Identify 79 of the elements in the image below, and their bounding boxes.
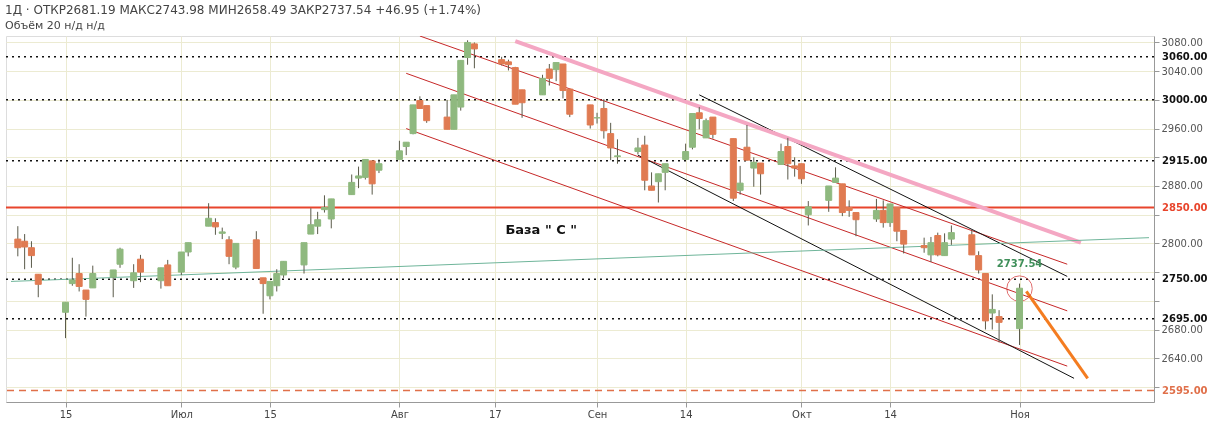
ref-line-label: 2915.00 [1162, 154, 1208, 166]
candlestick [62, 301, 70, 339]
candlestick [89, 265, 97, 289]
x-tick-label: 15 [264, 408, 277, 420]
candlestick [634, 137, 642, 155]
candlestick [600, 98, 608, 140]
x-tick-label: 14 [884, 408, 897, 420]
ref-line-label: 2595.00 [1162, 384, 1208, 396]
candlestick [995, 309, 1003, 343]
candlestick [464, 39, 472, 66]
candlestick [545, 63, 553, 87]
candlestick [872, 198, 880, 223]
y-tick-label: 2680.00 [1161, 324, 1203, 336]
candlestick [757, 162, 765, 196]
candlestick [743, 124, 751, 162]
candlestick [205, 202, 213, 227]
x-tick-label: Ноя [1010, 408, 1030, 420]
x-tick-label: Июл [170, 408, 194, 420]
candlestick [927, 236, 935, 263]
candlestick [736, 165, 744, 196]
x-tick-label: 15 [59, 408, 73, 420]
candlestick [552, 62, 560, 82]
candlestick [34, 273, 42, 298]
x-tick-label: 17 [488, 408, 502, 420]
ref-line-label: 2695.00 [1162, 312, 1208, 324]
candlestick [164, 259, 172, 287]
candlestick [232, 242, 240, 270]
candlestick [300, 242, 308, 275]
y-tick-label: 2880.00 [1161, 180, 1203, 192]
annotation: 2737.54 [996, 258, 1043, 270]
candlestick [443, 99, 451, 130]
candlestick [804, 200, 812, 226]
ref-line-label: 2750.00 [1162, 273, 1208, 285]
candlestick [470, 41, 478, 69]
candlestick [395, 140, 403, 160]
candlestick [130, 263, 138, 289]
y-tick-label: 3080.00 [1161, 36, 1203, 48]
candlestick [82, 289, 90, 318]
candlestick [947, 224, 955, 246]
candlestick [920, 237, 928, 254]
chart-title: 1Д · ОТКР2681.19 МАКС2743.98 МИН2658.49 ЗАКР2737.54 +46.95 (+1.74%) [5, 3, 481, 17]
y-tick-label: 2960.00 [1161, 123, 1203, 135]
candlestick [259, 277, 267, 315]
annotation: База " С " [505, 221, 578, 237]
candlestick [348, 174, 356, 196]
candlestick [654, 173, 662, 203]
ref-line-label: 2850.00 [1162, 201, 1208, 213]
candlestick [886, 203, 894, 228]
x-tick-label: Сен [587, 408, 608, 420]
y-tick-label: 2800.00 [1161, 237, 1203, 249]
x-tick-label: Окт [792, 408, 812, 420]
candlestick [586, 104, 594, 130]
candlestick [68, 257, 76, 287]
y-tick-label: 3040.00 [1161, 65, 1203, 77]
candlestick [941, 232, 949, 257]
chart-subtitle: Объём 20 н/д н/д [5, 19, 106, 32]
candlestick [777, 143, 785, 165]
candlestick [784, 137, 792, 181]
ref-line-label: 3000.00 [1162, 93, 1208, 105]
ref-line-label: 3060.00 [1162, 50, 1208, 62]
candlestick [157, 267, 165, 290]
candlestick [607, 122, 615, 161]
candlestick [75, 263, 83, 292]
candlestick [709, 116, 717, 140]
candlestick [109, 269, 117, 298]
x-tick-label: 14 [679, 408, 693, 420]
candlestick [539, 74, 547, 96]
candlestick [368, 160, 376, 196]
candlestick [825, 185, 833, 213]
candlestick [613, 138, 621, 165]
candlestick [225, 235, 233, 265]
candlestick [136, 254, 144, 283]
y-tick-label: 2640.00 [1161, 352, 1203, 364]
candlestick [695, 106, 703, 130]
candlestick [750, 156, 758, 188]
x-tick-label: Авг [390, 408, 409, 420]
candlestick [988, 293, 996, 331]
candlestick [661, 163, 669, 191]
candlestick [702, 118, 710, 139]
